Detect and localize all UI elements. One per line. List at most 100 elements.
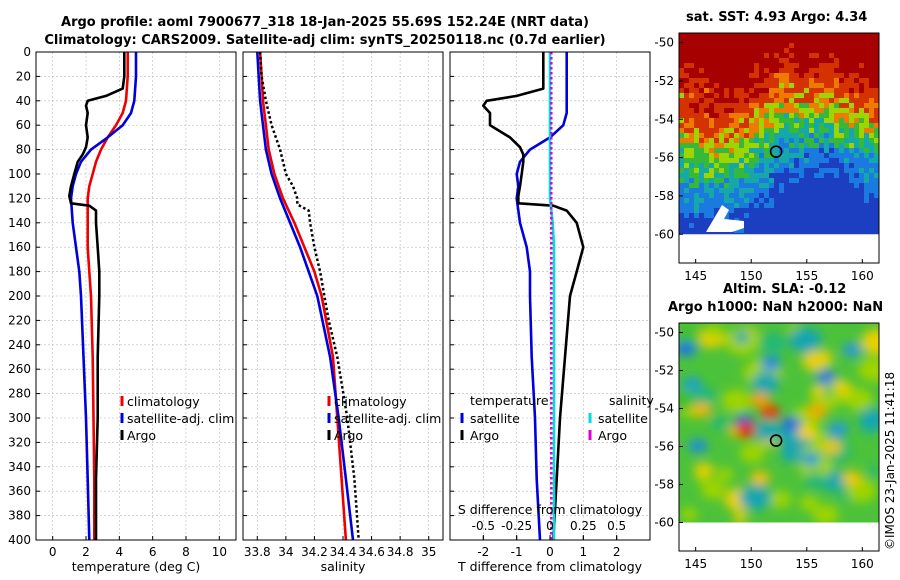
- sst-cell: [859, 33, 865, 39]
- sst-cell: [794, 53, 800, 59]
- sst-cell: [714, 203, 720, 209]
- sst-cell: [739, 38, 745, 44]
- sst-cell: [754, 58, 760, 64]
- x-tick-label: 4: [116, 545, 124, 559]
- sst-cell: [849, 33, 855, 39]
- sst-cell: [779, 223, 785, 229]
- sst-cell: [774, 213, 780, 219]
- sst-cell: [849, 128, 855, 134]
- sst-cell: [684, 198, 690, 204]
- sst-cell: [714, 153, 720, 159]
- sst-cell: [864, 33, 870, 39]
- sst-cell: [784, 223, 790, 229]
- sst-cell: [759, 43, 765, 49]
- x2-axis-label: S difference from climatology: [458, 502, 643, 517]
- sla-feature: [682, 377, 702, 391]
- sst-cell: [774, 228, 780, 234]
- sst-cell: [804, 138, 810, 144]
- sst-cell: [779, 58, 785, 64]
- sst-cell: [774, 223, 780, 229]
- sst-cell: [769, 173, 775, 179]
- sst-cell: [754, 43, 760, 49]
- sst-cell: [769, 198, 775, 204]
- sst-cell: [824, 113, 830, 119]
- sst-cell: [759, 88, 765, 94]
- sst-cell: [794, 218, 800, 224]
- sst-cell: [739, 78, 745, 84]
- sst-cell: [769, 148, 775, 154]
- sst-cell: [739, 118, 745, 124]
- sst-cell: [839, 88, 845, 94]
- sst-cell: [749, 83, 755, 89]
- sst-cell: [759, 68, 765, 74]
- sst-cell: [754, 158, 760, 164]
- sst-cell: [739, 98, 745, 104]
- sst-cell: [749, 33, 755, 39]
- sst-cell: [744, 33, 750, 39]
- sst-cell: [849, 188, 855, 194]
- sst-cell: [819, 88, 825, 94]
- sst-cell: [744, 113, 750, 119]
- sst-cell: [844, 58, 850, 64]
- sst-cell: [724, 163, 730, 169]
- sst-cell: [824, 158, 830, 164]
- x-tick-label: 0: [546, 545, 554, 559]
- sst-cell: [834, 93, 840, 99]
- sla-feature: [842, 343, 862, 357]
- sst-cell: [859, 118, 865, 124]
- sst-cell: [719, 133, 725, 139]
- sst-cell: [739, 213, 745, 219]
- sst-cell: [704, 53, 710, 59]
- sst-cell: [814, 203, 820, 209]
- sst-cell: [749, 98, 755, 104]
- sst-cell: [859, 68, 865, 74]
- series-group: [481, 52, 585, 540]
- sst-cell: [679, 213, 685, 219]
- sst-cell: [769, 63, 775, 69]
- sst-cell: [839, 108, 845, 114]
- sst-cell: [719, 83, 725, 89]
- sst-cell: [854, 223, 860, 229]
- sst-cell: [849, 118, 855, 124]
- sst-cell: [719, 148, 725, 154]
- sst-cell: [859, 223, 865, 229]
- sst-cell: [694, 218, 700, 224]
- sst-cell: [679, 128, 685, 134]
- sst-cell: [834, 168, 840, 174]
- x-tick-label: 8: [182, 545, 190, 559]
- sst-cell: [714, 188, 720, 194]
- sst-cell: [764, 158, 770, 164]
- y-tick-label: 220: [8, 313, 31, 327]
- sla-no-data: [679, 522, 879, 551]
- sst-cell: [739, 88, 745, 94]
- sst-cell: [724, 153, 730, 159]
- sst-cell: [764, 208, 770, 214]
- sst-cell: [729, 153, 735, 159]
- sst-cell: [804, 103, 810, 109]
- sst-cell: [819, 98, 825, 104]
- sst-cell: [714, 103, 720, 109]
- sst-cell: [819, 53, 825, 59]
- sst-cell: [839, 168, 845, 174]
- sst-cell: [804, 153, 810, 159]
- sst-cell: [864, 113, 870, 119]
- sst-cell: [799, 173, 805, 179]
- sst-cell: [689, 58, 695, 64]
- sst-cell: [779, 133, 785, 139]
- sst-cell: [829, 123, 835, 129]
- sst-cell: [874, 93, 879, 99]
- sla-map-subtitle: Argo h1000: NaN h2000: NaN: [668, 300, 884, 315]
- sst-cell: [814, 68, 820, 74]
- sst-cell: [829, 223, 835, 229]
- sst-cell: [854, 158, 860, 164]
- sst-cell: [749, 58, 755, 64]
- sst-cell: [774, 208, 780, 214]
- sst-cell: [764, 68, 770, 74]
- sst-cell: [729, 168, 735, 174]
- sst-cell: [829, 68, 835, 74]
- sst-cell: [689, 138, 695, 144]
- sst-cell: [689, 203, 695, 209]
- sst-cell: [824, 43, 830, 49]
- sst-cell: [799, 143, 805, 149]
- sst-cell: [694, 88, 700, 94]
